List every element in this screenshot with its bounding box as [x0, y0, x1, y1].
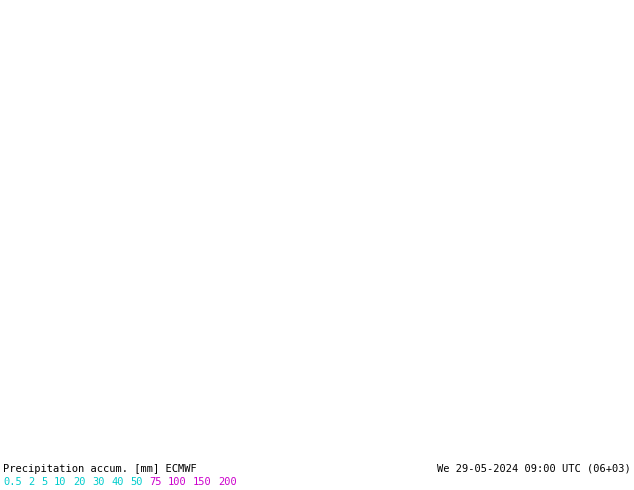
Text: 0.5: 0.5	[3, 477, 22, 487]
Text: 100: 100	[168, 477, 187, 487]
Text: 20: 20	[73, 477, 86, 487]
Text: 75: 75	[149, 477, 162, 487]
Text: 200: 200	[218, 477, 236, 487]
Text: 5: 5	[41, 477, 48, 487]
Text: 30: 30	[92, 477, 105, 487]
Text: 10: 10	[54, 477, 67, 487]
Text: We 29-05-2024 09:00 UTC (06+03): We 29-05-2024 09:00 UTC (06+03)	[437, 464, 631, 473]
Text: 50: 50	[130, 477, 143, 487]
Text: 150: 150	[193, 477, 212, 487]
Text: 2: 2	[28, 477, 34, 487]
Text: Precipitation accum. [mm] ECMWF: Precipitation accum. [mm] ECMWF	[3, 464, 197, 473]
Text: 40: 40	[111, 477, 124, 487]
